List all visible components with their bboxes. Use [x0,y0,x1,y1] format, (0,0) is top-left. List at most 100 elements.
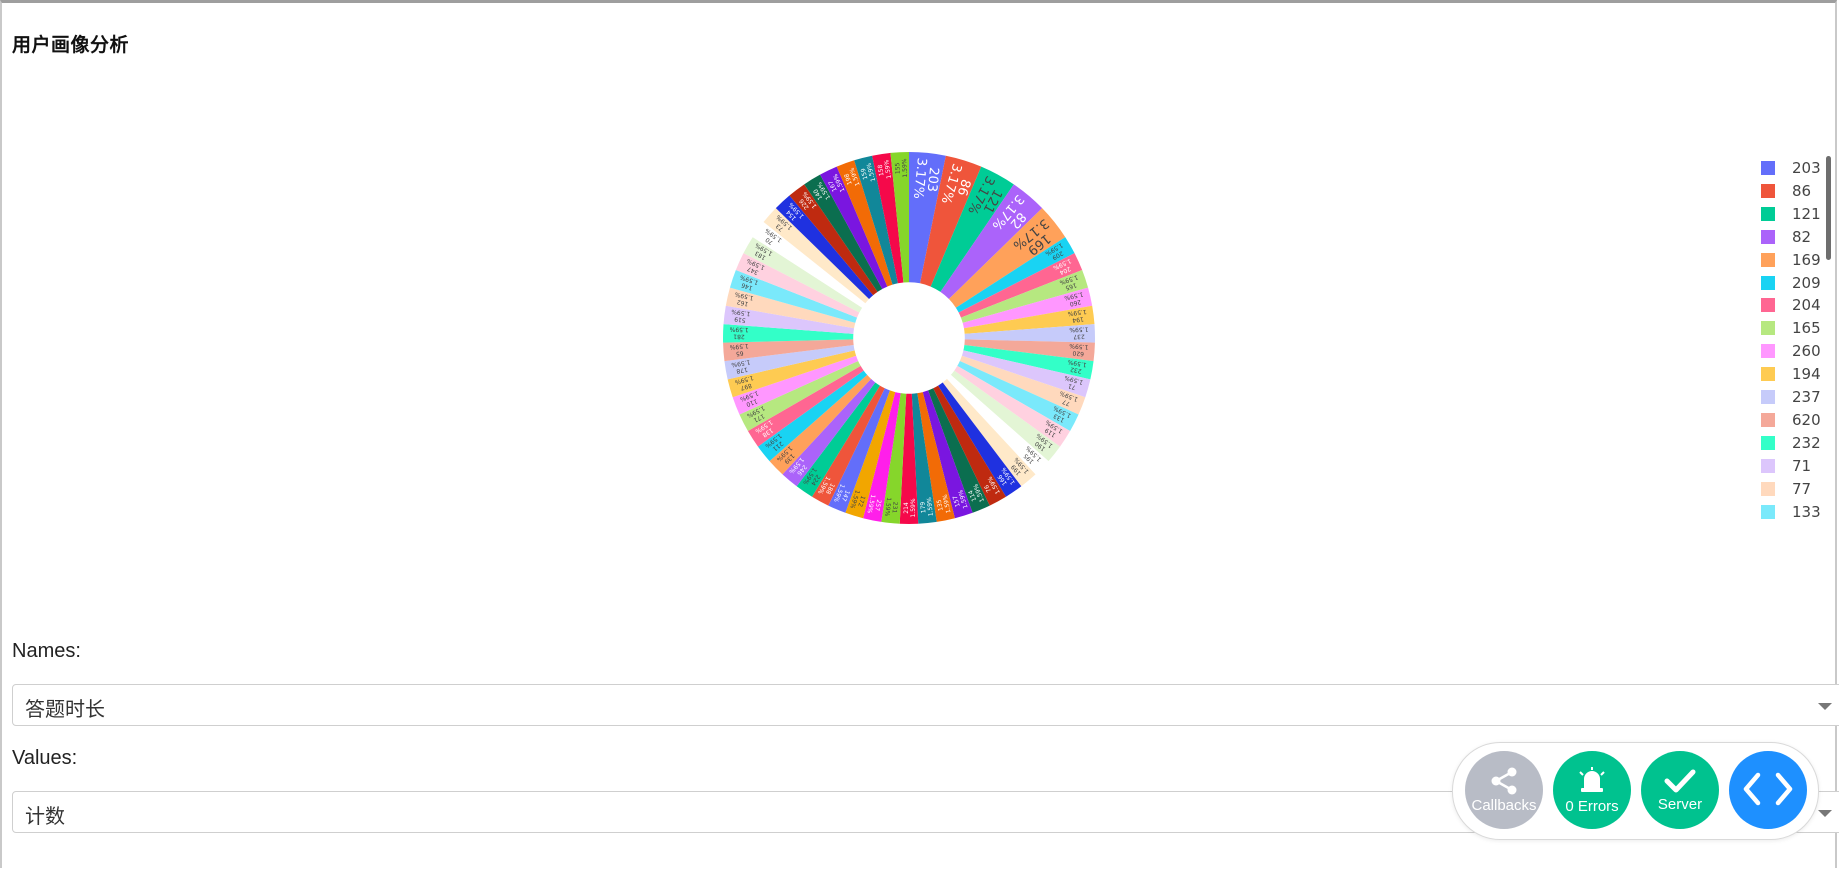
debug-menu: Callbacks 0 Errors Server [1452,742,1819,840]
pie-slice-237[interactable] [964,324,1095,343]
pie-slice-347[interactable] [735,253,860,318]
legend-item-77[interactable]: 77 [1752,479,1811,499]
pie-slice-195[interactable] [946,374,1049,475]
pie-slice-224[interactable] [796,382,880,497]
slice-label-281: 2811.59% [729,326,749,340]
pie-slice-76[interactable] [933,385,1006,506]
pie-slice-179[interactable] [911,393,937,524]
server-button[interactable]: Server [1641,751,1719,829]
pie-slice-73[interactable] [763,208,870,304]
pie-slice-86[interactable] [920,155,982,287]
pie-slice-167[interactable] [820,166,888,289]
legend-label: 232 [1792,433,1821,452]
legend-item-203[interactable]: 203 [1752,158,1821,178]
chevron-down-icon[interactable] [1818,810,1832,817]
pie-slice-133[interactable] [957,360,1079,431]
legend-item-86[interactable]: 86 [1752,181,1811,201]
pie-slice-211[interactable] [757,370,868,462]
legend-swatch [1761,390,1775,404]
legend-scrollbar[interactable] [1826,156,1831,260]
code-toggle-button[interactable] [1729,751,1807,829]
checkmark-icon [1664,769,1696,792]
legend-label: 165 [1792,319,1821,338]
pie-slice-110[interactable] [732,355,859,415]
pie-slice-166[interactable] [938,382,1022,497]
pie-slice-199[interactable] [942,378,1036,487]
legend-item-204[interactable]: 204 [1752,295,1821,315]
legend-swatch [1761,504,1775,519]
legend-item-133[interactable]: 133 [1752,502,1821,522]
legend-label: 237 [1792,388,1821,406]
pie-slice-190[interactable] [950,370,1061,462]
legend-swatch [1761,321,1775,336]
pie-slice-121[interactable] [930,166,1014,292]
pie-slice-620[interactable] [964,339,1095,362]
pie-slice-257[interactable] [863,392,901,522]
pie-slice-897[interactable] [727,350,857,398]
pie-slice-204[interactable] [958,253,1083,318]
names-dropdown[interactable]: 答题时长 [12,684,1839,726]
pie-slice-172[interactable] [845,390,896,519]
legend-item-194[interactable]: 194 [1752,364,1821,384]
pie-slice-194[interactable] [963,305,1095,334]
pie-slice-209[interactable] [955,237,1075,313]
legend-item-209[interactable]: 209 [1752,273,1821,293]
slice-label-158: 1581.59% [876,159,893,180]
slice-label-135: 1351.59% [935,493,953,515]
pie-slice-158[interactable] [872,152,904,284]
pie-slice-203[interactable] [909,152,946,284]
pie-slice-165[interactable] [960,270,1089,323]
pie-slice-226[interactable] [789,184,878,296]
legend-item-237[interactable]: 237 [1752,387,1821,407]
pie-slice-260[interactable] [962,287,1093,329]
pie-slice-119[interactable] [954,365,1071,447]
pie-slice-65[interactable] [723,339,854,362]
pie-slice-154[interactable] [775,195,874,300]
legend-item-260[interactable]: 260 [1752,341,1821,361]
pie-slice-114[interactable] [928,388,990,513]
pie-slice-140[interactable] [804,174,883,292]
pie-slice-198[interactable] [836,160,893,287]
pie-slice-232[interactable] [963,344,1094,380]
chevron-down-icon[interactable] [1818,703,1832,710]
pie-slice-146[interactable] [729,270,858,323]
legend-label: 204 [1792,296,1821,315]
callbacks-button[interactable]: Callbacks [1465,751,1543,829]
pie-slice-135[interactable] [917,392,955,522]
pie-slice-139[interactable] [769,374,872,475]
legend-item-169[interactable]: 169 [1752,250,1821,270]
errors-button[interactable]: 0 Errors [1553,751,1631,829]
pie-slice-188[interactable] [812,385,885,506]
pie-slice-138[interactable] [747,365,864,447]
pie-slice-147[interactable] [828,388,890,513]
pie-slice-77[interactable] [959,355,1086,415]
pie-slice-171[interactable] [739,360,861,431]
share-icon [1491,767,1517,794]
legend-item-232[interactable]: 232 [1752,433,1821,453]
pie-slice-281[interactable] [723,324,854,343]
legend-item-165[interactable]: 165 [1752,318,1821,338]
pie-slice-82[interactable] [940,184,1043,300]
pie-slice-183[interactable] [743,237,863,313]
legend-item-121[interactable]: 121 [1752,204,1821,224]
pie-slice-231[interactable] [881,393,907,524]
pie-slice-246[interactable] [782,378,876,487]
legend-item-82[interactable]: 82 [1752,227,1811,247]
pie-slice-178[interactable] [724,344,855,380]
slice-label-897: 8971.59% [734,374,756,393]
slice-label-155: 1551.59% [894,158,909,178]
pie-slice-71[interactable] [961,350,1091,398]
legend-item-620[interactable]: 620 [1752,410,1821,430]
slice-label-65: 651.59% [729,342,749,357]
legend-item-71[interactable]: 71 [1752,456,1811,476]
slice-label-257: 2571.59% [866,494,884,516]
pie-slice-155[interactable] [890,152,909,283]
pie-slice-214[interactable] [899,393,919,524]
pie-slice-70[interactable] [752,222,866,308]
pie-slice-159[interactable] [854,155,898,285]
pie-slice-519[interactable] [723,305,855,334]
pie-slice-157[interactable] [922,390,973,519]
pie-slice-162[interactable] [725,287,856,329]
pie-slice-169[interactable] [948,208,1066,308]
legend-label: 77 [1792,479,1812,498]
